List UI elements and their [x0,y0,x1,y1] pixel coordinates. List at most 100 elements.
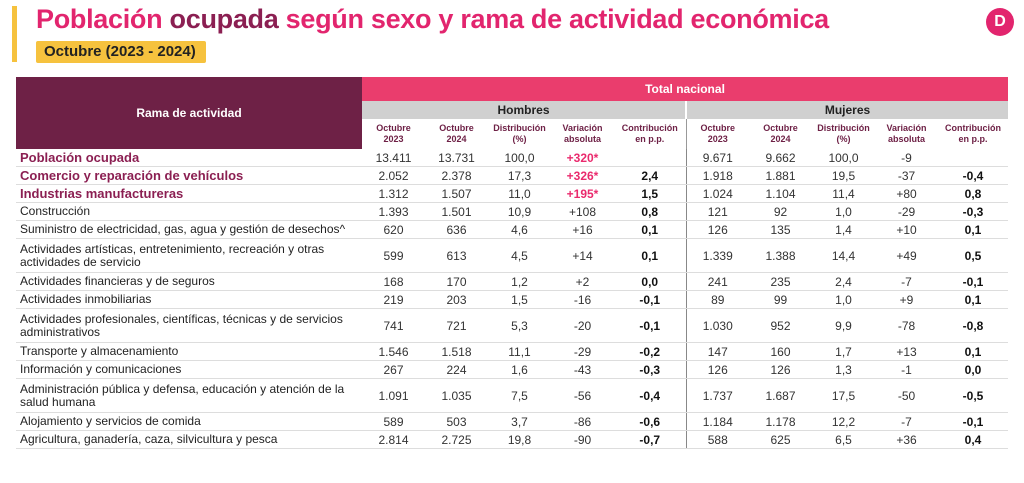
hombres-cell: 7,5 [488,378,551,413]
hombres-cell: 3,7 [488,412,551,431]
hombres-cell: 0,8 [614,202,686,221]
mujeres-cell: 92 [749,202,812,221]
table-row: Industrias manufactureras 1.312 1.507 11,0 +… [16,184,1009,203]
mujeres-cell: 160 [749,342,812,361]
row-label: Actividades financieras y de seguros [16,272,362,291]
hombres-cell: 1.518 [425,342,488,361]
row-label: Actividades artísticas, entretenimiento,… [16,238,362,273]
hombres-cell: 2.378 [425,166,488,185]
page-subtitle: Octubre (2023 - 2024) [36,41,206,63]
hombres-cell: -86 [551,412,614,431]
column-header: Distribución (%) [812,119,875,149]
hombres-cell: 1,5 [488,290,551,309]
hombres-cell: -43 [551,360,614,379]
hombres-cell: 0,1 [614,220,686,239]
hombres-cell: 17,3 [488,166,551,185]
hombres-cell: 2,4 [614,166,686,185]
hombres-cell: 636 [425,220,488,239]
table-row: Población ocupada 13.411 13.731 100,0 +320* 9… [16,149,1009,167]
mujeres-cell: 0,0 [938,360,1009,379]
hombres-cell: -0,7 [614,430,686,449]
total-nacional-header: Total nacional [362,77,1009,101]
table-row: Información y comunicaciones 267 224 1,6 -43… [16,360,1009,379]
mujeres-cell: -1 [875,360,938,379]
mujeres-cell: 1,7 [812,342,875,361]
mujeres-cell: 1.388 [749,238,812,273]
row-label: Agricultura, ganadería, caza, silvicultu… [16,430,362,449]
mujeres-cell: 126 [685,220,749,239]
hombres-cell: +16 [551,220,614,239]
mujeres-cell: 9.662 [749,149,812,167]
table-row: Actividades financieras y de seguros 168 1… [16,272,1009,291]
row-label: Población ocupada [16,149,362,167]
mujeres-cell: 1.184 [685,412,749,431]
mujeres-cell: 17,5 [812,378,875,413]
mujeres-cell: 19,5 [812,166,875,185]
mujeres-cell: 11,4 [812,184,875,203]
hombres-cell: 1,2 [488,272,551,291]
hombres-cell: 4,5 [488,238,551,273]
row-label: Actividades profesionales, científicas, … [16,308,362,343]
mujeres-cell: 1.030 [685,308,749,343]
table-row: Agricultura, ganadería, caza, silvicultu… [16,430,1009,449]
hombres-cell: -0,4 [614,378,686,413]
hombres-cell: 1,5 [614,184,686,203]
mujeres-cell: 121 [685,202,749,221]
hombres-cell: 11,0 [488,184,551,203]
mujeres-cell: -0,5 [938,378,1009,413]
mujeres-cell: -0,4 [938,166,1009,185]
hombres-cell: 741 [362,308,425,343]
hombres-cell: +14 [551,238,614,273]
column-header: Octubre 2023 [362,119,425,149]
row-label: Construcción [16,202,362,221]
mujeres-cell: 1.104 [749,184,812,203]
hombres-cell: 0,0 [614,272,686,291]
row-label: Información y comunicaciones [16,360,362,379]
title-part3: según sexo y rama de actividad económica [285,4,830,34]
hombres-cell: 1.393 [362,202,425,221]
column-header: Contribución en p.p. [614,119,687,149]
hombres-cell: 1.091 [362,378,425,413]
mujeres-cell: 147 [685,342,749,361]
mujeres-cell: 1,3 [812,360,875,379]
hombres-cell: +195* [551,184,614,203]
hombres-cell: 170 [425,272,488,291]
hombres-cell: 100,0 [488,149,551,167]
hombres-cell: -29 [551,342,614,361]
column-header: Octubre 2023 [686,119,749,149]
table-row: Alojamiento y servicios de comida 589 503 3… [16,412,1009,431]
hombres-cell: 1,6 [488,360,551,379]
title-accent-bar [12,6,17,62]
mujeres-cell: +49 [875,238,938,273]
hombres-cell: 224 [425,360,488,379]
hombres-cell: +2 [551,272,614,291]
mujeres-cell: -7 [875,412,938,431]
hombres-cell: 2.052 [362,166,425,185]
hombres-cell: 1.501 [425,202,488,221]
mujeres-cell: -0,1 [938,412,1009,431]
mujeres-cell: 588 [685,430,749,449]
mujeres-cell: -0,1 [938,272,1009,291]
mujeres-cell: 135 [749,220,812,239]
mujeres-cell: 1.178 [749,412,812,431]
mujeres-cell: 0,8 [938,184,1009,203]
mujeres-cell: 241 [685,272,749,291]
mujeres-cell: 625 [749,430,812,449]
hombres-cell: +326* [551,166,614,185]
mujeres-cell: 6,5 [812,430,875,449]
table-row: Actividades inmobiliarias 219 203 1,5 -16 -0,… [16,290,1009,309]
mujeres-cell: 235 [749,272,812,291]
mujeres-cell: -0,8 [938,308,1009,343]
table-row: Actividades artísticas, entretenimiento,… [16,238,1009,273]
mujeres-cell: 0,1 [938,342,1009,361]
mujeres-cell: -7 [875,272,938,291]
mujeres-cell: 12,2 [812,412,875,431]
table-row: Actividades profesionales, científicas, … [16,308,1009,343]
column-header: Octubre 2024 [425,119,488,149]
mujeres-cell: 0,4 [938,430,1009,449]
column-header: Variación absoluta [875,119,938,149]
hombres-cell: -56 [551,378,614,413]
mujeres-cell: 14,4 [812,238,875,273]
mujeres-cell: 1,4 [812,220,875,239]
hombres-cell: +108 [551,202,614,221]
